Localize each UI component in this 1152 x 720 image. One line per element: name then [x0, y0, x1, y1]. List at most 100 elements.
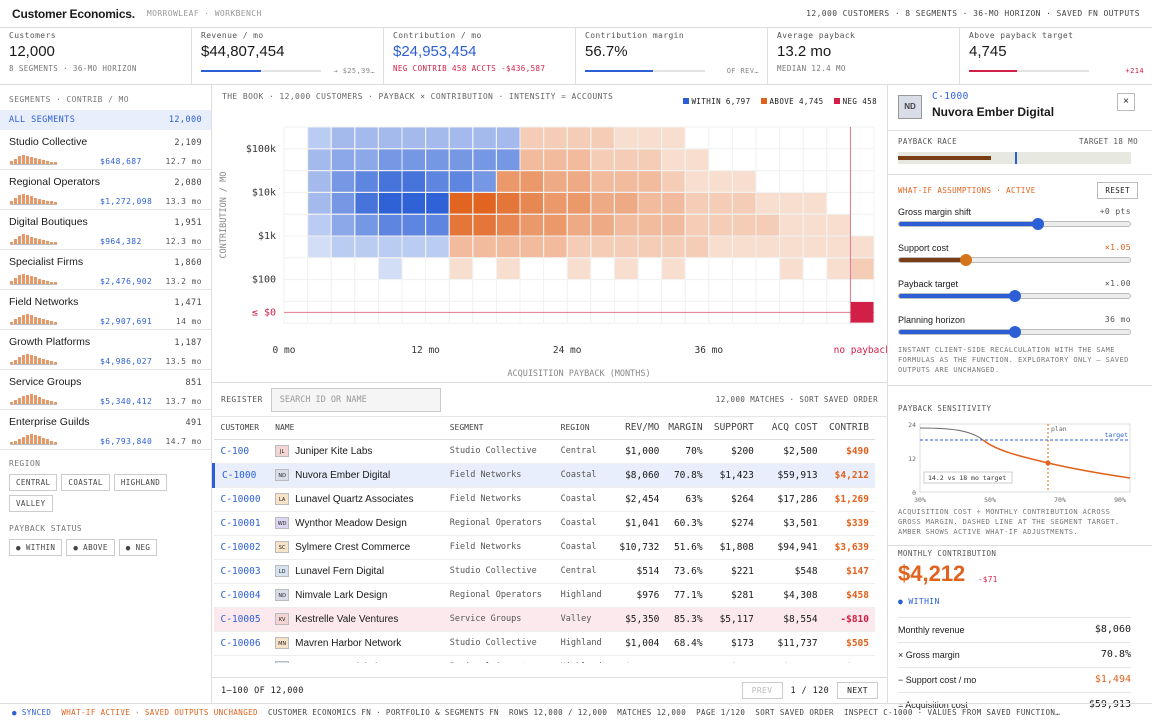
slider-handle[interactable] — [959, 254, 972, 266]
sens-x-tick: 30% — [914, 496, 926, 504]
sensitivity-note: ACQUISITION COST ÷ MONTHLY CONTRIBUTION … — [898, 508, 1120, 536]
slider-track[interactable] — [898, 221, 1131, 227]
breakdown-label: = Acquisition cost — [898, 700, 968, 710]
search-input[interactable]: SEARCH ID OR NAME — [270, 387, 441, 412]
contrib-cell: $339 — [823, 511, 875, 536]
next-page-button[interactable]: NEXT — [837, 682, 878, 699]
reset-button[interactable]: RESET — [1097, 182, 1138, 199]
table-row[interactable]: C-1000 ND Nuvora Ember Digital Field Networ… — [212, 463, 875, 488]
segment-item[interactable]: Specialist Firms 1,860 $2,476,902 13.2 mo — [0, 250, 211, 290]
segment-item[interactable]: Enterprise Guilds 491 $6,793,840 14.7 mo — [0, 410, 211, 450]
column-header[interactable]: CUSTOMER — [213, 417, 276, 440]
sens-y-tick: 0 — [912, 489, 916, 497]
status-chip[interactable]: ● NEG — [118, 539, 158, 556]
customer-id-cell[interactable]: C-10006 — [213, 631, 276, 656]
slider-handle[interactable] — [1008, 326, 1021, 338]
all-segments-item[interactable]: ALL SEGMENTS 12,000 — [0, 110, 211, 130]
acq-cost-cell: $4,308 — [759, 583, 824, 608]
heatmap-cell — [402, 214, 426, 236]
spark-bar — [26, 275, 29, 284]
spark-bar — [42, 319, 45, 324]
spark-bar — [30, 237, 33, 244]
prev-page-button[interactable]: PREV — [741, 682, 783, 699]
table-row[interactable]: C-10000 LA Lunavel Quartz Associates Field … — [213, 487, 875, 512]
region-chip[interactable]: CENTRAL — [9, 474, 58, 491]
kpi-card[interactable]: Average payback 13.2 mo MEDIAN 12.4 MO — [768, 28, 960, 84]
region-chip[interactable]: VALLEY — [9, 495, 53, 512]
segment-name: Growth Platforms — [9, 336, 91, 348]
kpi-card[interactable]: Contribution / mo $24,953,454 NEG CONTRIB … — [384, 28, 576, 84]
customer-id-cell[interactable]: C-1000 — [212, 463, 276, 488]
segment-item[interactable]: Regional Operators 2,080 $1,272,098 13.3 mo — [0, 170, 211, 210]
table-row[interactable]: C-10004 ND Nimvale Lark Design Regional Ope… — [213, 583, 875, 608]
kpi-card[interactable]: Customers 12,000 8 SEGMENTS · 36-MO HORIZO… — [0, 28, 192, 84]
heatmap-svg[interactable]: $100k $10k $1k $100 ≤ $0 0 mo 12 mo 24 mo 36 mo n… — [212, 85, 887, 383]
segment-item[interactable]: Digital Boutiques 1,951 $964,382 12.3 mo — [0, 210, 211, 250]
spark-bar — [26, 195, 29, 204]
what-if-slider[interactable]: Gross margin shift +0 pts — [898, 206, 1131, 230]
what-if-slider[interactable]: Support cost ×1.05 — [898, 242, 1131, 266]
kpi-card[interactable]: Contribution margin 56.7% OF REV… — [576, 28, 768, 84]
customer-id-cell[interactable]: C-10000 — [213, 487, 276, 512]
table-row[interactable]: C-10002 SC Sylmere Crest Commerce Field Net… — [213, 535, 875, 560]
heatmap-cell — [709, 214, 732, 236]
table-row[interactable]: C-100 JL Juniper Kite Labs Studio Collectiv… — [213, 439, 875, 464]
sens-tag: 14.2 vs 18 mo target — [928, 474, 1006, 482]
row-avatar: OD — [275, 661, 290, 663]
revenue-cell: $976 — [616, 583, 666, 608]
column-header[interactable]: REV/MO — [616, 417, 666, 440]
kpi-card[interactable]: Above payback target 4,745 +214 — [960, 28, 1152, 84]
heatmap-cell — [544, 236, 567, 258]
name-cell: OD Oryn Grove Digital — [275, 655, 450, 663]
acq-cost-cell: $17,286 — [759, 487, 824, 512]
segment-item[interactable]: Studio Collective 2,109 $648,687 12.7 mo — [0, 130, 211, 170]
heatmap-cell — [544, 192, 567, 214]
customer-id-cell[interactable]: C-10004 — [213, 583, 276, 608]
column-header[interactable]: CONTRIB — [823, 417, 875, 440]
table-row[interactable]: C-10005 KV Kestrelle Vale Ventures Service … — [213, 607, 875, 632]
heatmap-cell — [591, 127, 614, 149]
table-row[interactable]: C-10001 WD Wynthor Meadow Design Regional O… — [213, 511, 875, 536]
heatmap-cell — [449, 236, 473, 258]
region-chip[interactable]: HIGHLAND — [113, 474, 168, 491]
region-chip[interactable]: COASTAL — [61, 474, 110, 491]
segment-item[interactable]: Growth Platforms 1,187 $4,986,027 13.5 mo — [0, 330, 211, 370]
heatmap-cell — [567, 149, 591, 171]
segment-item[interactable]: Field Networks 1,471 $2,907,691 14 mo — [0, 290, 211, 330]
table-row[interactable]: C-10007OD Oryn Grove Digital Regional Oper… — [213, 655, 875, 663]
customer-id-cell[interactable]: C-10002 — [213, 535, 276, 560]
sens-target-label: target — [1105, 431, 1129, 439]
customer-id-cell[interactable]: C-10003 — [213, 559, 276, 584]
spark-bar — [34, 395, 37, 404]
acq-cost-cell: $8,554 — [759, 607, 824, 632]
slider-handle[interactable] — [1031, 218, 1044, 230]
segment-item[interactable]: Service Groups 851 $5,340,412 13.7 mo — [0, 370, 211, 410]
close-button[interactable]: × — [1117, 93, 1135, 111]
column-header[interactable]: NAME — [275, 417, 450, 440]
table-row[interactable]: C-10006 MN Mavren Harbor Network Studio Col… — [213, 631, 875, 656]
what-if-slider[interactable]: Planning horizon 36 mo — [898, 314, 1131, 338]
table-row[interactable]: C-10003 LD Lunavel Fern Digital Studio Coll… — [213, 559, 875, 584]
status-chip[interactable]: ● WITHIN — [9, 539, 63, 556]
region-cell: Coastal — [560, 487, 617, 512]
customer-id-cell[interactable]: C-10001 — [213, 511, 276, 536]
customer-id-cell[interactable]: C-10005 — [213, 607, 276, 632]
column-header[interactable]: SUPPORT — [708, 417, 760, 440]
spark-bar — [38, 436, 41, 444]
spark-bar — [30, 315, 33, 324]
row-name: Mavren Harbor Network — [295, 638, 402, 649]
what-if-slider[interactable]: Payback target ×1.00 — [898, 278, 1131, 302]
column-header[interactable]: MARGIN — [665, 417, 709, 440]
column-header[interactable]: SEGMENT — [449, 417, 561, 440]
customer-id-cell[interactable]: C-100 — [213, 439, 276, 464]
kpi-card[interactable]: Revenue / mo $44,807,454 → $25,39… — [192, 28, 384, 84]
slider-handle[interactable] — [1008, 290, 1021, 302]
slider-track[interactable] — [898, 257, 1131, 263]
heatmap-cell — [850, 214, 874, 236]
status-chip[interactable]: ● ABOVE — [66, 539, 115, 556]
column-header[interactable]: REGION — [560, 417, 617, 440]
name-cell: SC Sylmere Crest Commerce — [275, 535, 450, 560]
customer-id-cell[interactable]: C-10007 — [213, 655, 276, 663]
column-header[interactable]: ACQ COST — [759, 417, 824, 440]
kpi-sub: MEDIAN 12.4 MO — [777, 64, 846, 73]
